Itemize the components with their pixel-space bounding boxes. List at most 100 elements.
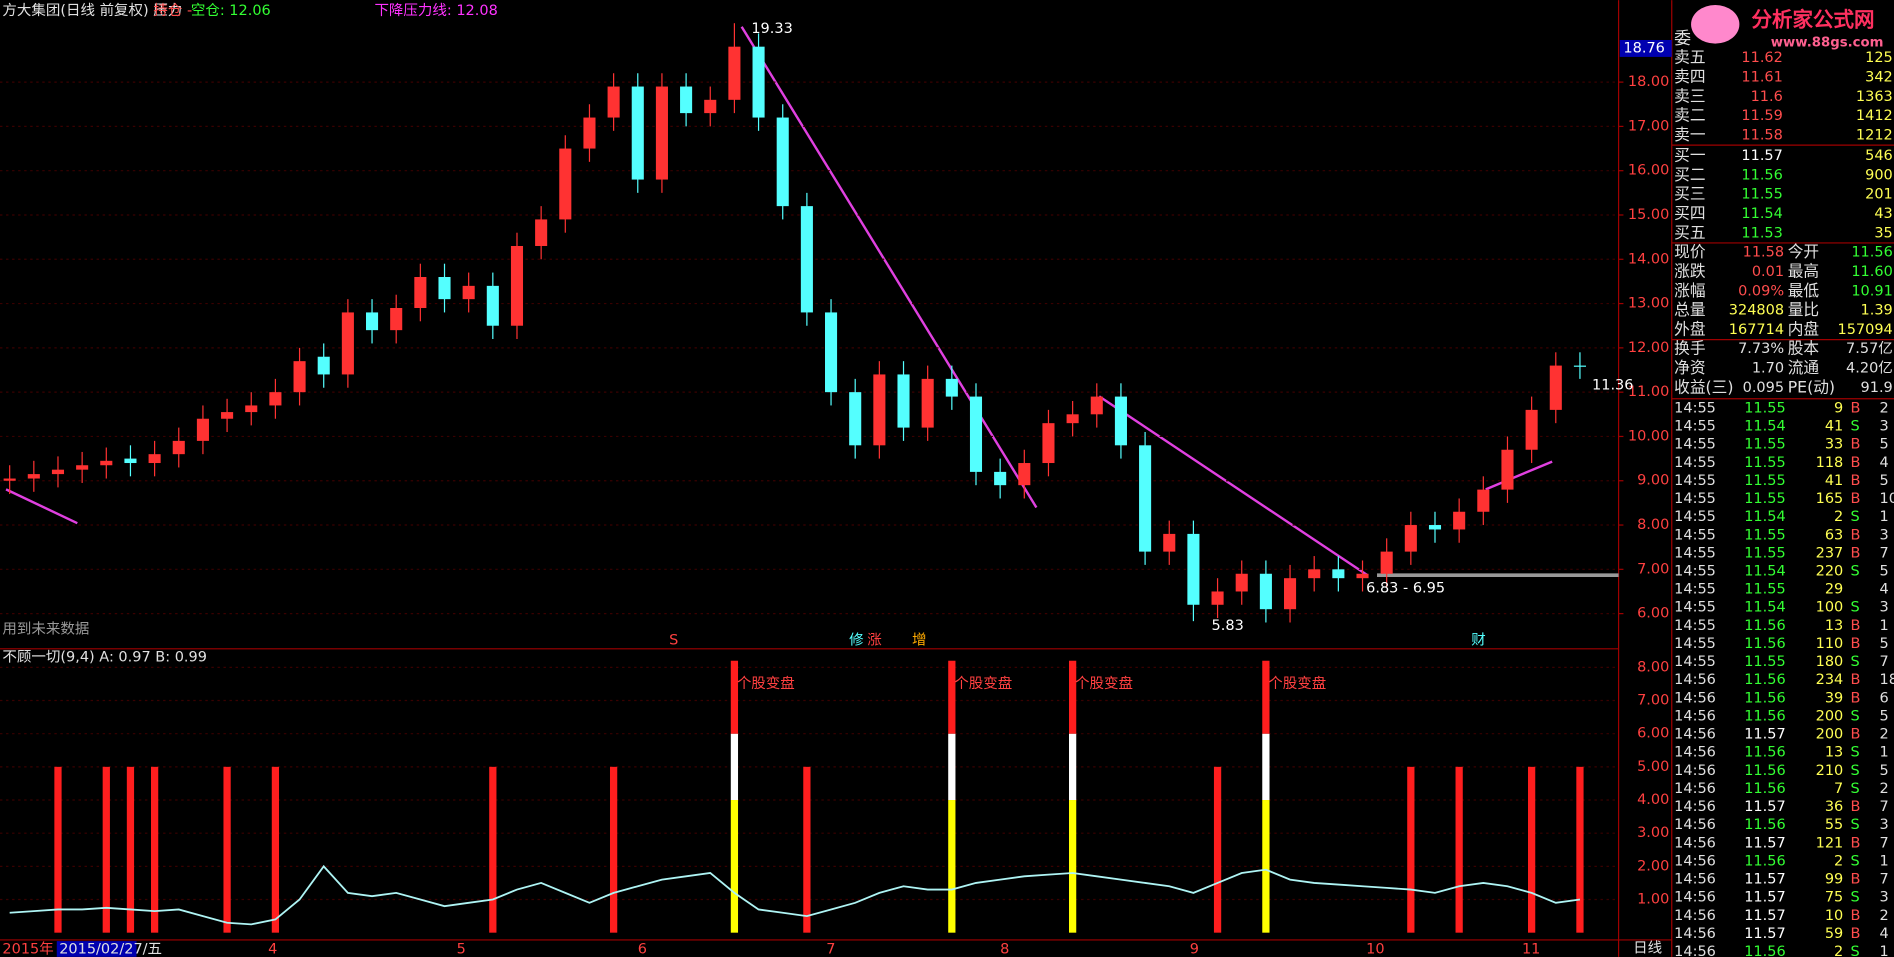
book-label: 买二 xyxy=(1674,165,1705,184)
trade-side: S xyxy=(1851,944,1860,957)
trade-volume: 210 xyxy=(1816,763,1844,779)
trade-side: B xyxy=(1851,527,1861,543)
trade-count: 2 xyxy=(1880,400,1889,416)
book-price: 11.61 xyxy=(1741,69,1782,85)
stack-segment xyxy=(730,660,739,734)
stat-value: 324808 xyxy=(1729,303,1784,319)
trade-volume: 41 xyxy=(1825,473,1843,489)
trade-count: 1 xyxy=(1880,618,1889,634)
stack-segment xyxy=(730,733,739,801)
stat-label: 收益(三) xyxy=(1674,377,1733,396)
x-tick-label: 9 xyxy=(1190,942,1199,957)
trade-time: 14:56 xyxy=(1674,926,1716,942)
candle-body xyxy=(148,454,161,464)
candle-body xyxy=(100,460,113,466)
trade-time: 14:56 xyxy=(1674,745,1716,761)
trade-volume: 2 xyxy=(1834,509,1843,525)
stat-value: 167714 xyxy=(1729,322,1784,338)
trade-price: 11.56 xyxy=(1744,745,1785,761)
trade-side: B xyxy=(1851,872,1861,888)
y-tick-label: 17.00 xyxy=(1628,118,1669,134)
candle-body xyxy=(945,378,958,397)
signal-bar xyxy=(609,766,618,933)
trade-count: 1 xyxy=(1880,944,1889,957)
book-label: 卖一 xyxy=(1674,125,1706,144)
trade-price: 11.54 xyxy=(1744,509,1785,525)
trade-volume: 200 xyxy=(1816,727,1844,743)
stat-value: 0.09% xyxy=(1738,283,1784,299)
y-tick-label: 14.00 xyxy=(1628,251,1669,267)
candle-body xyxy=(1356,573,1369,579)
trade-count: 2 xyxy=(1880,908,1889,924)
stack-segment xyxy=(1068,800,1077,933)
signal-bar xyxy=(489,766,497,933)
trade-side: S xyxy=(1851,708,1860,724)
y-tick-label: 8.00 xyxy=(1637,659,1669,675)
stat-value: 4.20亿 xyxy=(1846,360,1893,377)
trade-price: 11.55 xyxy=(1744,582,1785,598)
stat-label: 内盘 xyxy=(1788,319,1819,338)
candle-body xyxy=(438,276,451,300)
stat-value: 7.73% xyxy=(1738,341,1784,357)
trade-volume: 99 xyxy=(1825,872,1843,888)
candle-body xyxy=(76,465,89,470)
trade-price: 11.57 xyxy=(1744,727,1785,743)
candle-body xyxy=(3,478,16,481)
candle-body xyxy=(776,117,789,207)
stat-label: 涨幅 xyxy=(1674,281,1705,300)
signal-bar xyxy=(1576,766,1584,933)
note: 用到未来数据 xyxy=(2,620,89,637)
trade-side: B xyxy=(1851,926,1861,942)
x-tick-label: 6 xyxy=(638,942,647,957)
y-tick-label: 1.00 xyxy=(1637,892,1669,908)
pressure-label: 下降压力线: 12.08 xyxy=(374,2,497,19)
trade-price: 11.57 xyxy=(1744,872,1785,888)
trade-time: 14:55 xyxy=(1674,545,1716,561)
y-tick-label: 8.00 xyxy=(1637,517,1669,533)
trade-price: 11.57 xyxy=(1744,835,1785,851)
candle-body xyxy=(341,312,354,375)
trade-side: S xyxy=(1851,853,1860,869)
stack-segment xyxy=(948,733,956,801)
stat-label: 股本 xyxy=(1788,339,1820,358)
trade-price: 11.55 xyxy=(1744,491,1785,507)
book-label: 买四 xyxy=(1674,203,1705,222)
stat-value: 11.56 xyxy=(1851,245,1892,261)
trade-price: 11.56 xyxy=(1744,817,1785,833)
stat-label: 外盘 xyxy=(1674,319,1705,338)
x-tick-label: 11 xyxy=(1522,942,1540,957)
candle-body xyxy=(1114,396,1127,446)
candle-body xyxy=(800,206,813,313)
stat-value: 0.095 xyxy=(1743,380,1784,396)
trade-volume: 2 xyxy=(1834,944,1843,957)
stat-value: 91.9 xyxy=(1861,380,1893,396)
trade-time: 14:55 xyxy=(1674,527,1716,543)
candle-body xyxy=(1332,569,1345,579)
book-volume: 35 xyxy=(1874,225,1892,241)
annotation: 11.36 xyxy=(1592,377,1633,393)
signal-label: 个股变盘 xyxy=(1268,674,1326,692)
book-price: 11.57 xyxy=(1741,148,1782,164)
book-volume: 1212 xyxy=(1856,127,1893,143)
trade-volume: 13 xyxy=(1825,745,1843,761)
candle-body xyxy=(583,117,596,149)
stat-label: 换手 xyxy=(1674,339,1705,358)
candle-body xyxy=(1163,533,1176,552)
trade-price: 11.57 xyxy=(1744,908,1785,924)
stat-label: 涨跌 xyxy=(1674,261,1706,280)
book-label: 卖三 xyxy=(1674,86,1705,105)
stack-segment xyxy=(1262,800,1270,933)
signal-label: 个股变盘 xyxy=(1075,674,1133,692)
y-tick-label: 5.00 xyxy=(1637,759,1669,775)
stat-value: 7.57亿 xyxy=(1846,340,1893,357)
book-price: 11.56 xyxy=(1741,167,1782,183)
candle-body xyxy=(1042,423,1055,464)
trade-count: 3 xyxy=(1880,817,1889,833)
trade-volume: 59 xyxy=(1825,926,1843,942)
trade-time: 14:56 xyxy=(1674,708,1716,724)
trade-count: 3 xyxy=(1880,890,1889,906)
stack-segment xyxy=(1068,733,1077,801)
trade-count: 7 xyxy=(1880,545,1889,561)
candle-body xyxy=(1404,525,1417,552)
candle-body xyxy=(172,440,185,455)
